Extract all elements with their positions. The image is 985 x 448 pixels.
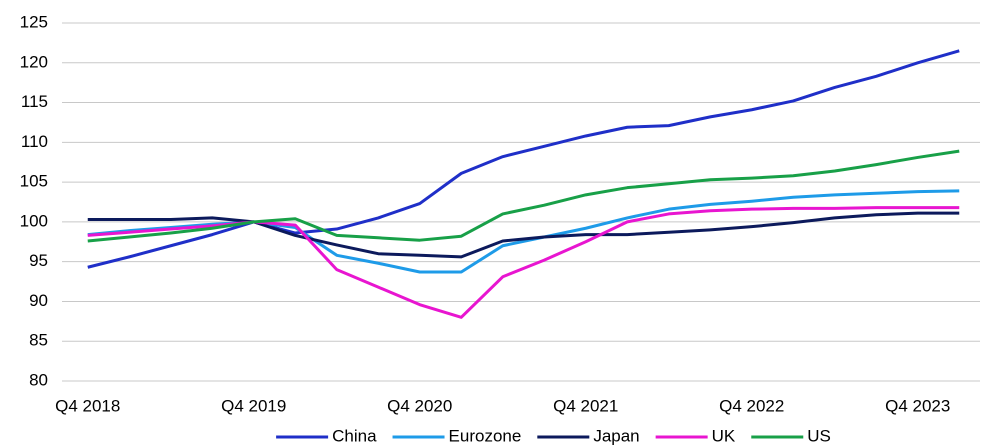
- x-tick-label: Q4 2023: [885, 396, 950, 415]
- x-tick-label: Q4 2022: [719, 396, 784, 415]
- x-tick-label: Q4 2019: [221, 396, 286, 415]
- x-tick-label: Q4 2020: [387, 396, 452, 415]
- x-tick-label: Q4 2021: [553, 396, 618, 415]
- legend-label: China: [332, 426, 377, 445]
- x-tick-label: Q4 2018: [55, 396, 120, 415]
- y-tick-label: 95: [29, 251, 48, 270]
- legend-label: Eurozone: [449, 426, 522, 445]
- y-tick-label: 85: [29, 331, 48, 350]
- y-tick-label: 80: [29, 370, 48, 389]
- legend-label: US: [807, 426, 831, 445]
- line-series: [87, 49, 960, 269]
- legend-label: UK: [712, 426, 736, 445]
- line-series: [87, 206, 960, 319]
- legend-label: Japan: [593, 426, 639, 445]
- y-tick-label: 100: [20, 211, 48, 230]
- y-tick-label: 120: [20, 52, 48, 71]
- line-series: [87, 211, 960, 259]
- line-series: [87, 149, 960, 243]
- y-tick-label: 90: [29, 291, 48, 310]
- y-tick-label: 105: [20, 172, 48, 191]
- y-tick-label: 110: [21, 132, 48, 151]
- y-tick-label: 125: [20, 12, 48, 31]
- y-tick-label: 115: [21, 92, 48, 111]
